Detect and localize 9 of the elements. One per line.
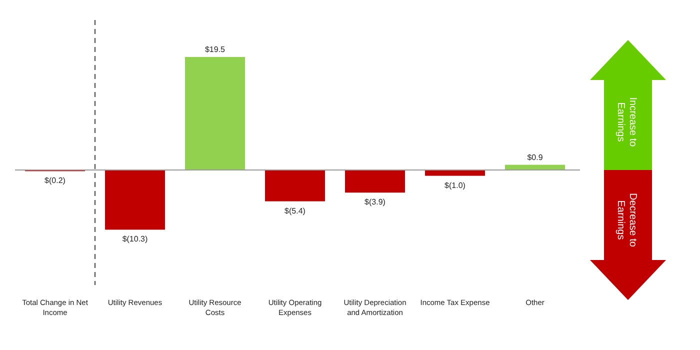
- data-label: $(5.4): [284, 206, 306, 216]
- text: Increase to Earnings: [615, 97, 638, 148]
- data-label: $0.9: [527, 152, 544, 162]
- data-label: $(1.0): [444, 180, 466, 190]
- data-label: $(3.9): [364, 198, 386, 207]
- data-label: $(0.2): [44, 176, 66, 186]
- data-label: $(10.3): [122, 234, 148, 244]
- text: Decrease to Earnings: [615, 193, 638, 248]
- data-label: $19.5: [204, 45, 226, 54]
